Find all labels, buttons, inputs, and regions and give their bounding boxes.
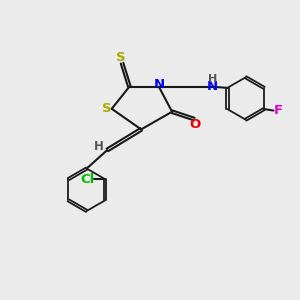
Text: O: O [189,118,200,131]
Text: H: H [208,74,217,84]
Text: N: N [207,80,218,93]
Text: F: F [274,104,283,117]
Text: S: S [102,102,111,115]
Text: N: N [154,78,165,91]
Text: Cl: Cl [80,172,94,186]
Text: S: S [116,51,126,64]
Text: H: H [94,140,104,153]
